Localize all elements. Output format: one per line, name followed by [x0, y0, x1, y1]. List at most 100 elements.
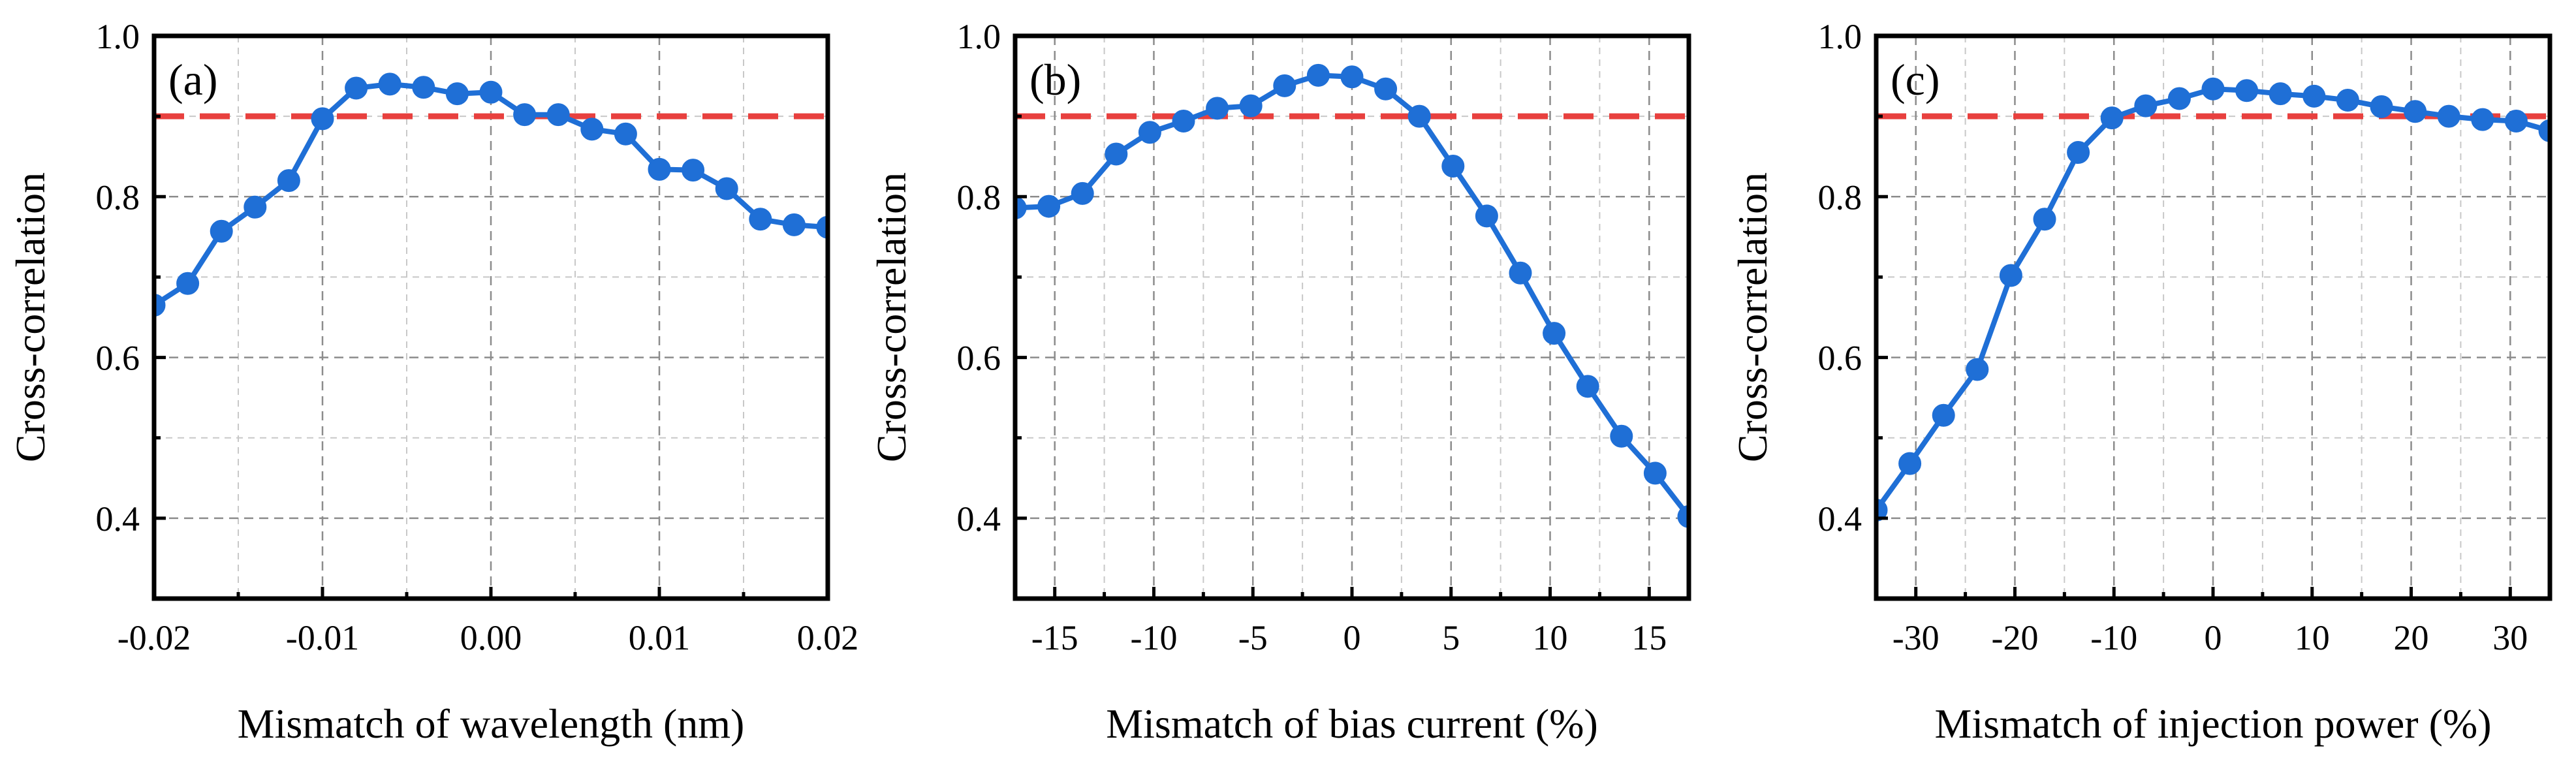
data-point [1015, 196, 1027, 220]
data-point [1273, 74, 1296, 97]
data-point [2100, 106, 2124, 130]
data-point [1374, 77, 1398, 101]
data-point [243, 195, 267, 219]
data-point [1172, 110, 1195, 133]
data-point [1441, 154, 1465, 178]
x-tick-label: -0.01 [286, 618, 359, 657]
data-point [1643, 462, 1667, 485]
x-tick-label: 0 [1343, 618, 1361, 657]
plot-frame [151, 33, 830, 601]
data-point [2404, 100, 2427, 123]
y-tick-label: 1.0 [1818, 17, 1862, 56]
data-point [1206, 97, 1229, 120]
panel-b: -15 -10 -5 0 5 10 15 0.4 0.6 0.8 1.0 Mismatch of bi… [868, 17, 1691, 747]
data-point [412, 76, 435, 99]
y-axis-title: Cross-correlation [868, 172, 915, 462]
data-point [1898, 452, 1922, 475]
data-point [1239, 94, 1263, 117]
x-tick-label: -20 [1991, 618, 2038, 657]
plot-frame [1013, 33, 1691, 601]
data-point [1037, 195, 1061, 218]
data-point [546, 103, 570, 127]
x-tick-label: 20 [2394, 618, 2429, 657]
data-point [2471, 108, 2494, 131]
data-point [2437, 104, 2460, 128]
x-tick-label: 0 [2205, 618, 2222, 657]
x-axis-title: Mismatch of wavelength (nm) [238, 700, 745, 747]
panel-label: (b) [1029, 55, 1081, 104]
x-tick-label: 15 [1631, 618, 1667, 657]
data-point [210, 219, 233, 243]
data-point [2269, 82, 2292, 106]
data-point [2167, 87, 2191, 110]
data-point [782, 213, 806, 236]
y-tick-label: 0.6 [96, 339, 140, 378]
x-axis-title: Mismatch of injection power (%) [1934, 700, 2491, 747]
data-point [1407, 104, 1431, 128]
data-point [2538, 119, 2550, 142]
data-point [1610, 424, 1633, 448]
data-point [479, 80, 503, 104]
x-tick-label: -10 [2090, 618, 2137, 657]
data-point [1306, 63, 1330, 87]
y-tick-label: 0.6 [957, 339, 1001, 378]
data-point [2134, 94, 2158, 117]
data-point [154, 294, 166, 317]
y-tick-label: 0.4 [1818, 499, 1862, 539]
panel-a: -0.02 -0.01 0.00 0.01 0.02 0.4 0.6 0.8 1.0 Mismat… [7, 17, 858, 747]
data-point [445, 82, 469, 106]
x-axis-title: Mismatch of bias current (%) [1106, 700, 1598, 747]
x-tick-label: -0.02 [118, 618, 191, 657]
y-tick-label: 1.0 [957, 17, 1001, 56]
y-tick-label: 1.0 [96, 17, 140, 56]
data-point [1677, 505, 1689, 528]
series-c [1876, 77, 2550, 522]
y-tick-label: 0.8 [957, 178, 1001, 217]
data-point [378, 72, 401, 96]
panel-label: (a) [168, 55, 217, 104]
y-axis-title: Cross-correlation [1729, 172, 1776, 462]
x-tick-label: 0.01 [629, 618, 691, 657]
data-point [715, 177, 738, 200]
x-tick-label: -5 [1238, 618, 1268, 657]
panel-label: (c) [1891, 55, 1940, 104]
y-tick-label: 0.8 [1818, 178, 1862, 217]
data-point [2370, 95, 2393, 118]
data-point [2504, 110, 2528, 133]
data-point [2336, 89, 2359, 112]
x-tick-label: -30 [1893, 618, 1940, 657]
data-point [1966, 358, 1989, 381]
data-point [580, 117, 604, 141]
panel-c: -30 -20 -10 0 10 20 30 0.4 0.6 0.8 1.0 Mismatch of … [1729, 17, 2552, 747]
data-point [1932, 403, 1955, 427]
data-point [2033, 208, 2056, 231]
data-point [682, 159, 705, 182]
data-point [749, 208, 772, 231]
x-tick-label: -10 [1130, 618, 1177, 657]
data-point [1543, 322, 1566, 345]
data-point [1071, 181, 1094, 205]
x-tick-label: 10 [2295, 618, 2330, 657]
data-point [2067, 141, 2090, 164]
x-tick-label: 5 [1442, 618, 1460, 657]
x-tick-label: 30 [2492, 618, 2528, 657]
data-point [816, 215, 828, 239]
y-tick-label: 0.4 [957, 499, 1001, 539]
data-point [176, 272, 200, 295]
data-point [2201, 77, 2225, 101]
data-point [1138, 121, 1161, 144]
data-point [1475, 204, 1498, 228]
x-tick-label: -15 [1031, 618, 1078, 657]
x-tick-label: 0.00 [460, 618, 522, 657]
x-tick-label: 10 [1533, 618, 1568, 657]
y-tick-label: 0.6 [1818, 339, 1862, 378]
data-point [648, 157, 671, 181]
data-point [1576, 375, 1599, 398]
data-point [2302, 84, 2326, 108]
data-point [311, 107, 334, 131]
data-point [345, 76, 368, 100]
data-point [513, 103, 537, 127]
series-a [154, 72, 828, 317]
data-point [1999, 264, 2022, 287]
